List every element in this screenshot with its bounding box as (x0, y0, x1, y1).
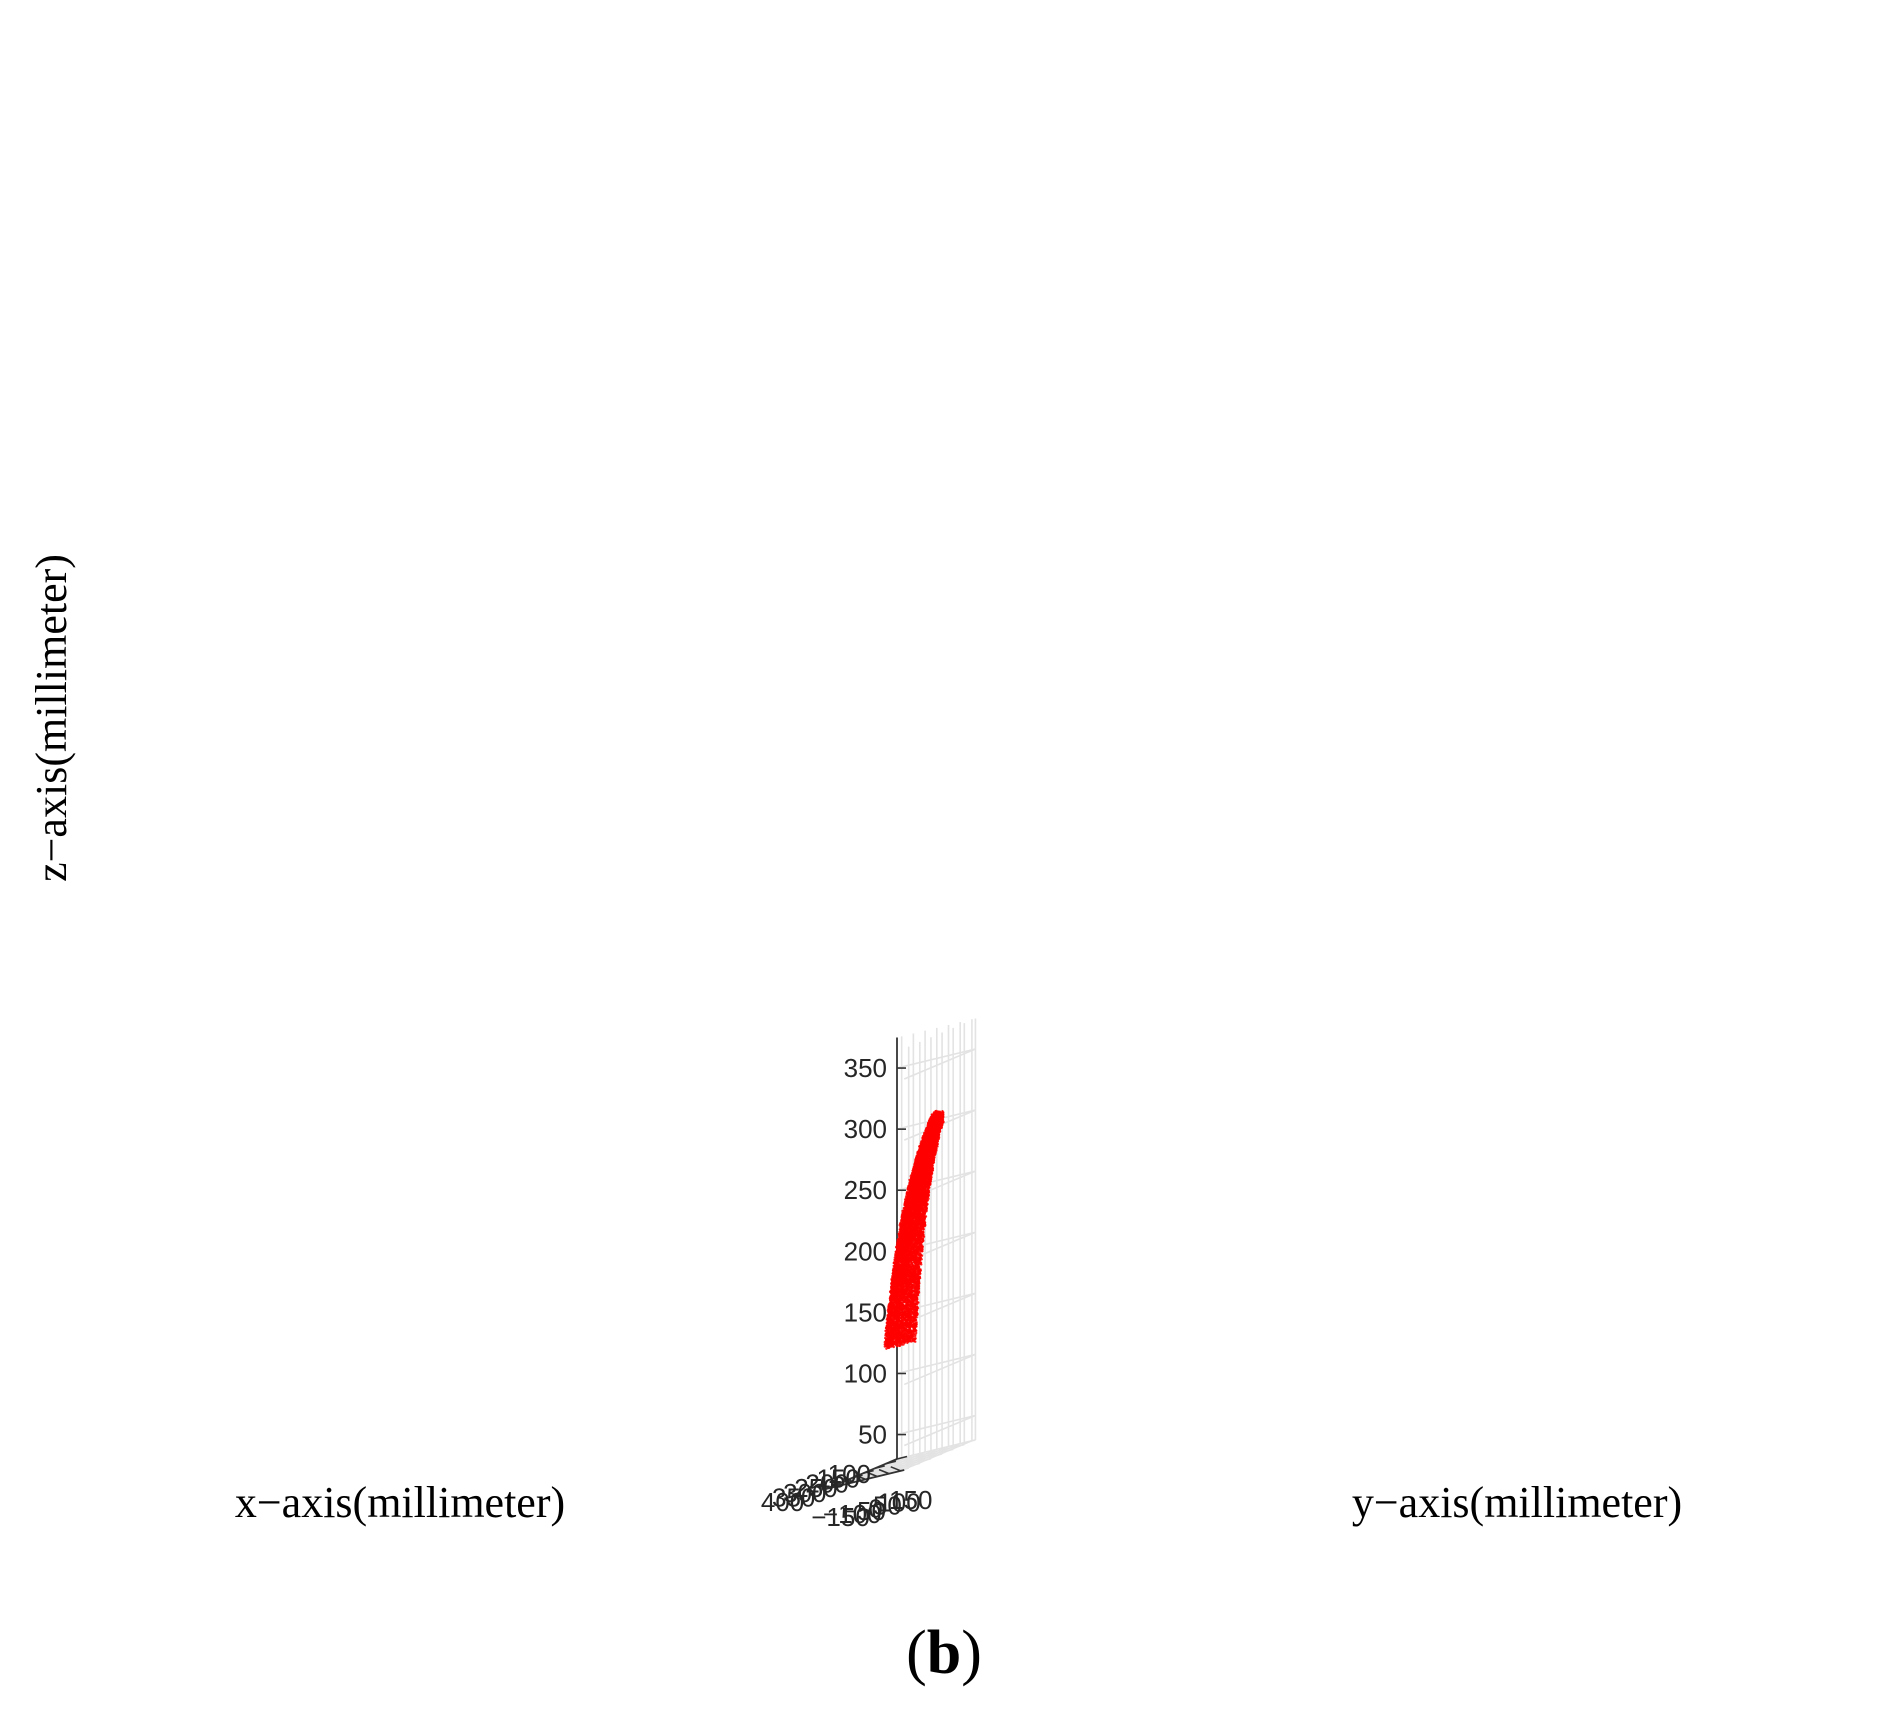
gridline-x-floor (863, 1453, 943, 1474)
x-tick-mark (830, 1483, 841, 1488)
grid-layer (830, 1018, 977, 1489)
y-tick-mark (867, 1471, 878, 1478)
y-tick-mark (820, 1483, 831, 1489)
y-tick-mark (878, 1468, 890, 1475)
gridline-x-floor (896, 1439, 976, 1460)
gridline-x-floor (874, 1448, 954, 1470)
y-tick-mark (843, 1477, 855, 1483)
x-tick-mark (896, 1455, 908, 1460)
gridline-x-floor (841, 1462, 921, 1484)
y-tick-mark (831, 1480, 843, 1486)
scatter-points (883, 1109, 945, 1350)
scatter-point (915, 1329, 918, 1333)
x-tick-mark (885, 1460, 897, 1465)
y-tick-mark (890, 1466, 902, 1472)
y-tick-mark (855, 1474, 866, 1481)
x-tick-mark (863, 1469, 874, 1474)
x-tick-mark (874, 1465, 885, 1470)
scatter-point (917, 1256, 920, 1260)
gridline-x-floor (885, 1443, 965, 1465)
gridline-x-floor (852, 1457, 932, 1479)
axes-layer (820, 1037, 908, 1490)
